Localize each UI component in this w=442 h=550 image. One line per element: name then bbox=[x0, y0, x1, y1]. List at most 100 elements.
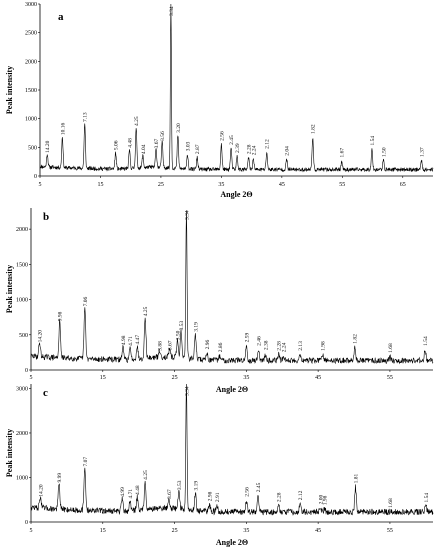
peak-label: 3.53 bbox=[177, 480, 183, 490]
peak-label: 3.20 bbox=[176, 123, 182, 133]
y-tick-label: 2000 bbox=[25, 59, 37, 65]
peak-label: 3.53 bbox=[179, 320, 185, 330]
x-tick-label: 5 bbox=[30, 375, 33, 381]
chart-panel-c: 0 1000 2000 3000 5 15 25 35 45 55 Angle 2Θ Peak int… bbox=[5, 383, 434, 547]
peak-label: 1.82 bbox=[353, 334, 359, 344]
peak-label: 4.47 bbox=[135, 335, 141, 345]
peak-label: 3.67 bbox=[167, 489, 173, 499]
peak-label: 1.68 bbox=[388, 498, 394, 508]
peak-label: 4.48 bbox=[127, 138, 133, 148]
peak-label: 14.20 bbox=[45, 140, 51, 153]
y-tick-label: 1000 bbox=[25, 117, 37, 123]
peak-label: 7.06 bbox=[83, 297, 89, 307]
diffraction-trace bbox=[39, 3, 434, 173]
x-axis-label: Angle 2Θ bbox=[216, 538, 248, 547]
peak-label: 1.54 bbox=[370, 136, 376, 146]
peak-label: 2.91 bbox=[215, 492, 221, 502]
peak-label: 3.88 bbox=[157, 341, 163, 351]
peak-label: 1.82 bbox=[311, 124, 317, 134]
x-axis-label: Angle 2Θ bbox=[220, 190, 252, 199]
peak-label: 4.71 bbox=[128, 336, 134, 346]
peak-label: 4.25 bbox=[143, 470, 149, 480]
peak-label: 4.25 bbox=[143, 306, 149, 316]
peak-label: 4.25 bbox=[134, 116, 140, 126]
y-axis-label: Peak intensity bbox=[5, 429, 14, 477]
peak-label: 4.99 bbox=[120, 487, 126, 497]
x-tick-label: 45 bbox=[315, 375, 321, 381]
peak-label: 1.81 bbox=[353, 474, 359, 484]
y-tick-label: 1500 bbox=[25, 88, 37, 94]
y-tick-label: 500 bbox=[19, 333, 28, 339]
peak-label: 3.03 bbox=[186, 141, 192, 151]
diffraction-trace bbox=[30, 210, 434, 365]
x-tick-label: 15 bbox=[100, 375, 106, 381]
peak-label: 3.19 bbox=[193, 322, 199, 332]
peak-label: 3.34 bbox=[184, 210, 190, 220]
y-tick-label: 0 bbox=[34, 174, 37, 180]
peak-label: 2.87 bbox=[195, 144, 201, 154]
y-tick-label: 1500 bbox=[16, 262, 28, 268]
peak-label: 3.34 bbox=[184, 386, 190, 396]
peak-label: 1.37 bbox=[420, 147, 426, 157]
panel-label: c bbox=[43, 387, 48, 399]
peak-label: 2.13 bbox=[298, 341, 304, 351]
panel-label: a bbox=[58, 11, 64, 23]
peak-label: 2.45 bbox=[229, 135, 235, 145]
peak-label: 3.50 bbox=[175, 330, 181, 340]
x-tick-label: 55 bbox=[387, 375, 393, 381]
peak-label: 2.38 bbox=[264, 340, 270, 350]
x-tick-label: 5 bbox=[30, 528, 33, 534]
x-axis-label: Angle 2Θ bbox=[216, 385, 248, 394]
peak-label: 2.28 bbox=[277, 492, 283, 502]
x-tick-label: 65 bbox=[400, 182, 406, 188]
peak-label: 2.45 bbox=[256, 482, 262, 492]
y-tick-label: 1000 bbox=[16, 298, 28, 304]
peak-label: 4.48 bbox=[135, 485, 141, 495]
y-tick-label: 500 bbox=[28, 145, 37, 151]
y-tick-label: 3000 bbox=[25, 2, 37, 8]
peak-label: 14.20 bbox=[38, 330, 44, 343]
x-tick-label: 35 bbox=[243, 528, 249, 534]
x-tick-label: 35 bbox=[218, 182, 224, 188]
peak-label: 1.54 bbox=[424, 493, 430, 503]
peak-label: 1.98 bbox=[323, 495, 329, 505]
peak-label: 4.71 bbox=[128, 489, 134, 499]
peak-label: 7.13 bbox=[83, 112, 89, 122]
y-axis-label: Peak intensity bbox=[5, 66, 14, 114]
peak-label: 10.16 bbox=[60, 123, 66, 136]
peak-label: 4.04 bbox=[141, 144, 147, 154]
peak-label: 2.24 bbox=[251, 145, 257, 155]
panel-label: b bbox=[43, 211, 49, 223]
x-tick-label: 45 bbox=[279, 182, 285, 188]
peak-label: 9.98 bbox=[58, 311, 64, 321]
peak-label: 3.67 bbox=[154, 138, 160, 148]
peak-label: 1.50 bbox=[381, 147, 387, 157]
y-tick-label: 1000 bbox=[16, 475, 28, 481]
chart-panel-b: 0 500 1000 1500 2000 5 15 25 35 45 55 Angle 2Θ Peak … bbox=[5, 208, 434, 394]
peak-label: 2.96 bbox=[205, 340, 211, 350]
peak-label: 1.68 bbox=[388, 343, 394, 353]
peak-label: 3.67 bbox=[168, 340, 174, 350]
peak-label: 2.98 bbox=[208, 491, 214, 501]
x-tick-label: 45 bbox=[315, 528, 321, 534]
peak-label: 2.59 bbox=[244, 332, 250, 342]
x-tick-label: 25 bbox=[172, 528, 178, 534]
chart-panel-a: 0 500 1000 1500 2000 2500 3000 5 15 25 35 45 55 65 Ang… bbox=[5, 2, 434, 199]
peak-label: 2.12 bbox=[298, 490, 304, 500]
peak-label: 2.39 bbox=[235, 143, 241, 153]
peak-label: 2.28 bbox=[247, 144, 253, 154]
peak-label: 3.34 bbox=[169, 6, 175, 16]
peak-label: 1.98 bbox=[320, 341, 326, 351]
y-tick-label: 2500 bbox=[25, 31, 37, 37]
y-tick-label: 0 bbox=[25, 520, 28, 526]
y-tick-label: 2000 bbox=[16, 431, 28, 437]
peak-label: 2.28 bbox=[277, 341, 283, 351]
diffraction-trace bbox=[30, 383, 434, 516]
x-tick-label: 35 bbox=[243, 375, 249, 381]
peak-label: 2.00 bbox=[318, 494, 324, 504]
peak-label: 2.04 bbox=[285, 146, 291, 156]
peak-label: 2.12 bbox=[265, 139, 271, 149]
x-tick-label: 55 bbox=[339, 182, 345, 188]
x-tick-label: 15 bbox=[97, 182, 103, 188]
